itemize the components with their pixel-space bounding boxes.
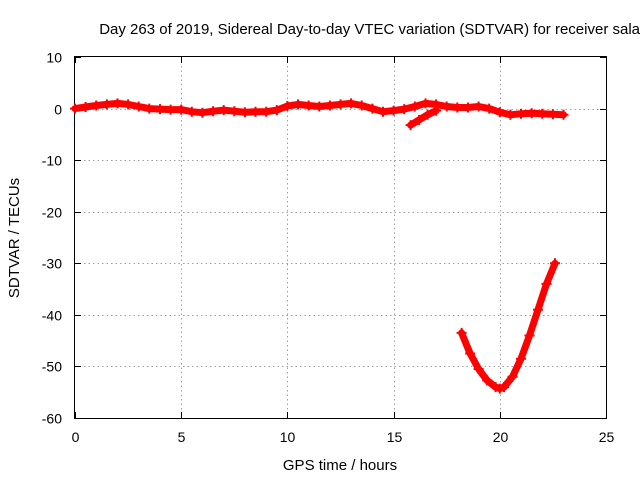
data-point <box>533 304 543 315</box>
data-point <box>422 109 433 120</box>
data-point <box>250 106 261 117</box>
data-point <box>197 107 208 118</box>
data-point <box>516 353 526 364</box>
data-point <box>101 99 112 110</box>
data-point <box>123 99 134 110</box>
data-point <box>482 375 493 386</box>
series-deep-arc <box>456 258 560 394</box>
y-tick-label: -50 <box>42 359 62 375</box>
data-point <box>465 348 476 359</box>
data-point <box>541 278 552 289</box>
x-tick-label: 0 <box>72 429 80 445</box>
series-line <box>407 107 440 129</box>
data-point <box>409 101 420 112</box>
tick-labels: 0 5 10 15 20 25 10 0 -10 -20 -30 -40 -50 -60 <box>42 50 615 446</box>
data-point <box>314 101 325 112</box>
data-point <box>133 101 144 112</box>
axis-ticks <box>75 57 607 419</box>
chart-title: Day 263 of 2019, Sidereal Day-to-day VTE… <box>99 21 640 38</box>
data-point <box>218 105 229 116</box>
data-point <box>229 106 240 117</box>
data-point <box>441 101 452 112</box>
data-point <box>239 107 250 118</box>
x-tick-label: 20 <box>493 429 509 445</box>
data-point <box>324 100 335 111</box>
plot-frame <box>74 56 607 419</box>
data-point <box>165 104 176 115</box>
data-point <box>516 108 526 119</box>
x-tick-label: 25 <box>599 429 615 445</box>
y-tick-label: -30 <box>42 256 62 272</box>
y-tick-label: -40 <box>42 308 62 324</box>
data-point <box>144 103 155 114</box>
data-point <box>346 98 357 109</box>
data-point <box>494 107 505 118</box>
data-point <box>271 105 282 116</box>
data-point <box>356 100 367 111</box>
y-tick-label: 10 <box>46 50 62 66</box>
x-axis-label: GPS time / hours <box>283 457 397 474</box>
data-point <box>388 105 399 116</box>
series-short-arc <box>405 105 442 131</box>
data-point <box>399 104 410 115</box>
x-tick-label: 15 <box>387 429 403 445</box>
data-point <box>526 108 537 119</box>
data-point <box>261 106 272 117</box>
data-point <box>405 120 416 131</box>
data-point <box>524 330 535 341</box>
y-tick-label: -10 <box>42 153 62 169</box>
y-tick-label: -20 <box>42 205 62 221</box>
data-point <box>462 102 473 113</box>
y-tick-label: -60 <box>42 411 62 427</box>
data-point <box>80 102 91 112</box>
data-point <box>499 382 509 393</box>
data-point <box>70 103 80 114</box>
data-point <box>537 108 548 119</box>
data-point <box>367 103 378 114</box>
data-point <box>431 105 442 116</box>
data-point <box>293 99 303 110</box>
data-point <box>155 104 165 115</box>
data-point <box>452 102 463 113</box>
data-point <box>303 100 314 111</box>
data-point <box>547 109 558 120</box>
data-point <box>91 100 102 111</box>
data-point <box>282 101 293 111</box>
data-point <box>420 98 431 109</box>
data-point <box>456 327 467 338</box>
data-point <box>335 99 346 110</box>
y-tick-label: 0 <box>54 102 62 118</box>
data-point <box>507 371 518 382</box>
data-point <box>414 114 425 125</box>
data-point <box>176 104 187 115</box>
data-point <box>473 101 484 112</box>
data-point <box>208 106 219 117</box>
data-point <box>378 106 388 117</box>
data-point <box>558 109 569 120</box>
data-point <box>484 103 495 114</box>
data-series <box>70 98 569 394</box>
data-point <box>550 258 560 269</box>
x-tick-label: 5 <box>178 429 186 445</box>
data-point <box>112 98 123 109</box>
x-tick-label: 10 <box>280 429 296 445</box>
series-main-arc <box>70 98 569 120</box>
data-point <box>473 364 484 374</box>
data-point <box>186 106 197 117</box>
y-axis-label: SDTVAR / TECUs <box>6 178 23 298</box>
data-point <box>505 109 516 120</box>
